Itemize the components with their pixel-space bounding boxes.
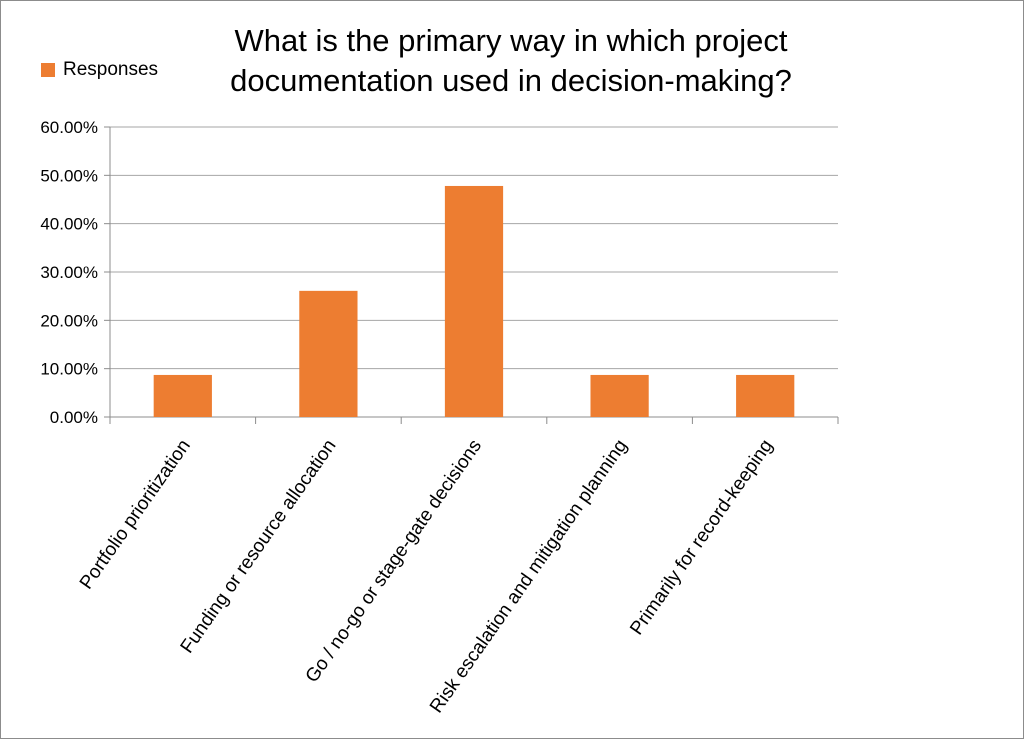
y-tick-label: 50.00%: [40, 166, 98, 185]
bar: [736, 374, 795, 417]
bar: [299, 290, 358, 417]
chart-title: What is the primary way in which project…: [181, 21, 841, 101]
legend-label: Responses: [63, 59, 159, 80]
bar: [444, 185, 504, 417]
legend: Responses: [41, 59, 158, 81]
chart-title-line-1: What is the primary way in which project: [234, 23, 788, 58]
y-tick-label: 40.00%: [40, 215, 98, 234]
x-category-label: Go / no-go or stage-gate decisions: [302, 436, 486, 687]
bar: [590, 374, 649, 417]
y-tick-label: 20.00%: [40, 311, 98, 330]
x-category-label: Primarily for record-keeping: [626, 436, 777, 639]
bar: [153, 374, 212, 417]
y-tick-label: 60.00%: [40, 118, 98, 137]
y-tick-label: 10.00%: [40, 360, 98, 379]
y-tick-label: 0.00%: [50, 408, 98, 427]
chart-title-line-2: documentation used in decision-making?: [230, 63, 792, 98]
y-tick-label: 30.00%: [40, 263, 98, 282]
x-category-label: Funding or resource allocation: [177, 436, 341, 657]
legend-swatch: [41, 63, 55, 77]
x-category-label: Portfolio prioritization: [76, 436, 195, 593]
